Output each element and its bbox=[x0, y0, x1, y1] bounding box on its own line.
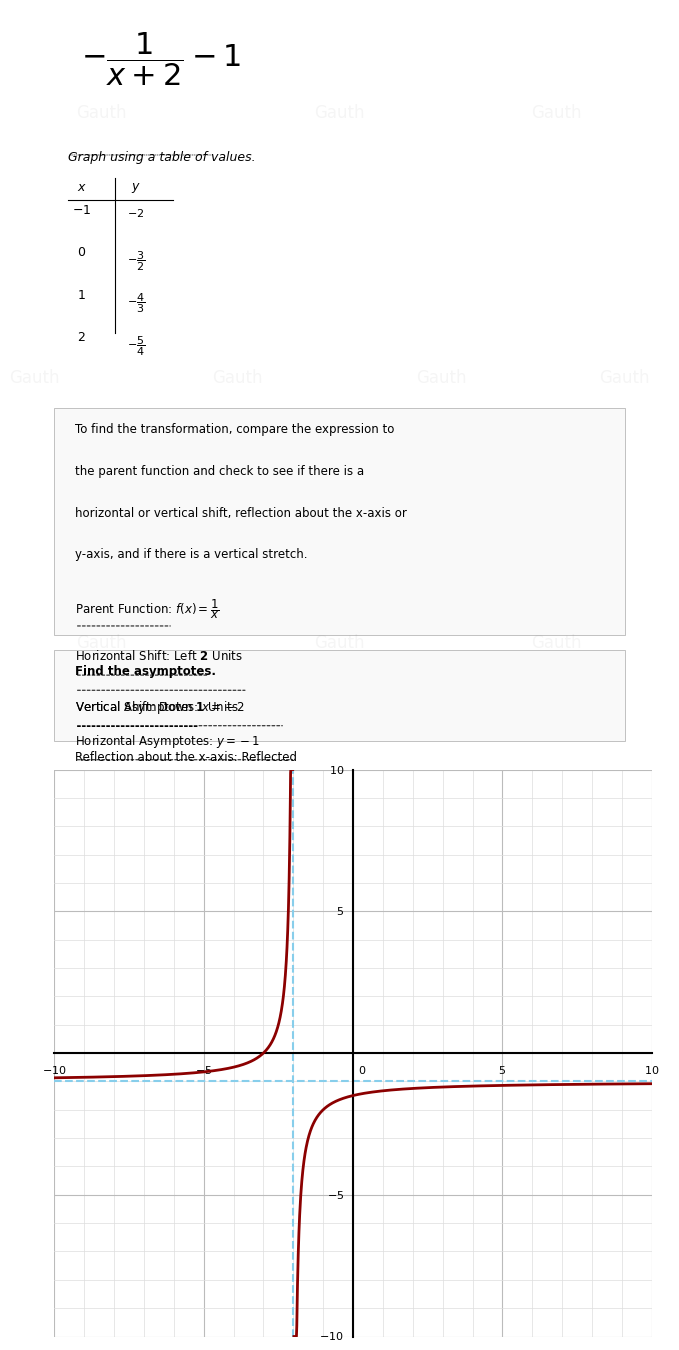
Text: Gauth: Gauth bbox=[314, 104, 365, 123]
Text: $-5$: $-5$ bbox=[327, 1189, 344, 1200]
Text: Graph using a table of values.: Graph using a table of values. bbox=[68, 151, 255, 165]
Text: $1$: $1$ bbox=[77, 289, 86, 302]
Text: horizontal or vertical shift, reflection about the x-axis or: horizontal or vertical shift, reflection… bbox=[75, 506, 407, 520]
Text: $-10$: $-10$ bbox=[319, 1331, 344, 1342]
FancyBboxPatch shape bbox=[54, 408, 625, 634]
Text: Horizontal Shift: Left $\mathbf{2}$ Units: Horizontal Shift: Left $\mathbf{2}$ Unit… bbox=[75, 648, 242, 663]
Text: $-\dfrac{4}{3}$: $-\dfrac{4}{3}$ bbox=[126, 292, 145, 316]
Text: Gauth: Gauth bbox=[532, 104, 582, 123]
Text: Gauth: Gauth bbox=[77, 104, 127, 123]
Text: y-axis, and if there is a vertical stretch.: y-axis, and if there is a vertical stret… bbox=[75, 548, 307, 562]
Text: $5$: $5$ bbox=[336, 906, 344, 917]
Text: $-\dfrac{3}{2}$: $-\dfrac{3}{2}$ bbox=[126, 250, 145, 273]
Text: Gauth: Gauth bbox=[314, 633, 365, 652]
Text: $-1$: $-1$ bbox=[72, 204, 91, 217]
Text: Parent Function: $f\left(x\right) = \dfrac{1}{x}$: Parent Function: $f\left(x\right) = \dfr… bbox=[75, 597, 219, 621]
Text: Gauth: Gauth bbox=[213, 369, 263, 387]
Text: Vertical Asymptotes: $x = -2$: Vertical Asymptotes: $x = -2$ bbox=[75, 699, 245, 717]
Text: $0$: $0$ bbox=[77, 247, 86, 259]
Text: $10$: $10$ bbox=[329, 764, 344, 775]
FancyBboxPatch shape bbox=[54, 651, 625, 741]
Text: Gauth: Gauth bbox=[532, 633, 582, 652]
Text: Gauth: Gauth bbox=[416, 369, 466, 387]
Text: $-\dfrac{5}{4}$: $-\dfrac{5}{4}$ bbox=[126, 335, 145, 358]
Text: $-2$: $-2$ bbox=[127, 207, 145, 219]
Text: $5$: $5$ bbox=[498, 1064, 507, 1076]
Text: $-5$: $-5$ bbox=[195, 1064, 213, 1076]
Text: Horizontal Asymptotes: $y = -1$: Horizontal Asymptotes: $y = -1$ bbox=[75, 733, 260, 751]
Text: $0$: $0$ bbox=[358, 1064, 366, 1076]
Text: the parent function and check to see if there is a: the parent function and check to see if … bbox=[75, 464, 364, 478]
Text: $y$: $y$ bbox=[131, 181, 141, 196]
Text: Gauth: Gauth bbox=[77, 633, 127, 652]
Text: $10$: $10$ bbox=[644, 1064, 659, 1076]
Text: $2$: $2$ bbox=[77, 331, 86, 344]
Text: $-10$: $-10$ bbox=[42, 1064, 67, 1076]
Text: To find the transformation, compare the expression to: To find the transformation, compare the … bbox=[75, 424, 394, 436]
Text: $-\dfrac{1}{x+2}-1$: $-\dfrac{1}{x+2}-1$ bbox=[81, 30, 242, 88]
Text: Gauth: Gauth bbox=[9, 369, 59, 387]
Text: Find the asymptotes.: Find the asymptotes. bbox=[75, 666, 216, 678]
Text: Gauth: Gauth bbox=[600, 369, 650, 387]
Text: $x$: $x$ bbox=[77, 181, 86, 194]
Text: Reflection about the x-axis: Reflected: Reflection about the x-axis: Reflected bbox=[75, 752, 297, 764]
Text: Vertical Shift: Down $\mathbf{1}$ Units: Vertical Shift: Down $\mathbf{1}$ Units bbox=[75, 701, 238, 714]
